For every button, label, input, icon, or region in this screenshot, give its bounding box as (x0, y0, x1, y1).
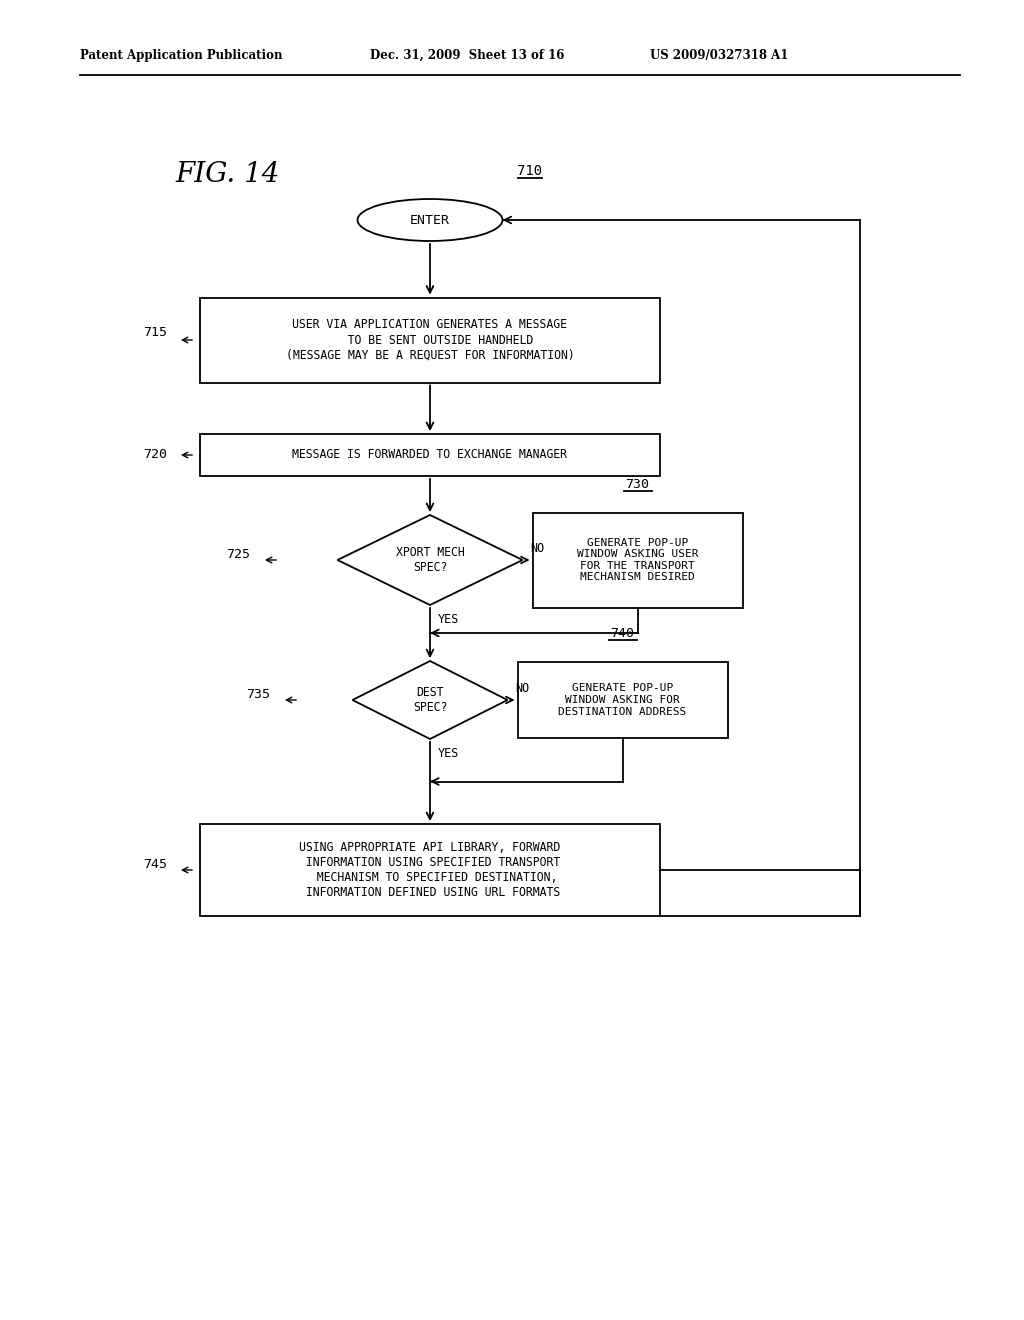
Text: 740: 740 (610, 627, 635, 640)
Text: USING APPROPRIATE API LIBRARY, FORWARD
 INFORMATION USING SPECIFIED TRANSPORT
  : USING APPROPRIATE API LIBRARY, FORWARD I… (299, 841, 560, 899)
Text: Dec. 31, 2009  Sheet 13 of 16: Dec. 31, 2009 Sheet 13 of 16 (370, 49, 564, 62)
Text: YES: YES (438, 747, 460, 760)
Text: GENERATE POP-UP
WINDOW ASKING USER
FOR THE TRANSPORT
MECHANISM DESIRED: GENERATE POP-UP WINDOW ASKING USER FOR T… (577, 537, 698, 582)
Text: 745: 745 (143, 858, 167, 871)
Polygon shape (338, 515, 522, 605)
Text: GENERATE POP-UP
WINDOW ASKING FOR
DESTINATION ADDRESS: GENERATE POP-UP WINDOW ASKING FOR DESTIN… (558, 684, 687, 717)
Text: US 2009/0327318 A1: US 2009/0327318 A1 (650, 49, 788, 62)
FancyBboxPatch shape (200, 297, 660, 383)
Text: 735: 735 (246, 689, 270, 701)
FancyBboxPatch shape (532, 512, 742, 607)
Polygon shape (352, 661, 508, 739)
Text: Patent Application Publication: Patent Application Publication (80, 49, 283, 62)
Text: NO: NO (530, 541, 545, 554)
Text: NO: NO (515, 681, 529, 694)
Text: ENTER: ENTER (410, 214, 450, 227)
Text: 710: 710 (517, 164, 543, 178)
Text: 720: 720 (143, 449, 167, 462)
Text: 715: 715 (143, 326, 167, 338)
FancyBboxPatch shape (517, 663, 727, 738)
Text: 730: 730 (626, 478, 649, 491)
Text: XPORT MECH
SPEC?: XPORT MECH SPEC? (395, 546, 464, 574)
Text: USER VIA APPLICATION GENERATES A MESSAGE
   TO BE SENT OUTSIDE HANDHELD
(MESSAGE: USER VIA APPLICATION GENERATES A MESSAGE… (286, 318, 574, 362)
Text: MESSAGE IS FORWARDED TO EXCHANGE MANAGER: MESSAGE IS FORWARDED TO EXCHANGE MANAGER (293, 449, 567, 462)
Text: DEST
SPEC?: DEST SPEC? (413, 686, 447, 714)
Text: 725: 725 (226, 549, 250, 561)
Ellipse shape (357, 199, 503, 242)
Text: YES: YES (438, 612, 460, 626)
FancyBboxPatch shape (200, 434, 660, 477)
FancyBboxPatch shape (200, 824, 660, 916)
Text: FIG. 14: FIG. 14 (175, 161, 280, 189)
